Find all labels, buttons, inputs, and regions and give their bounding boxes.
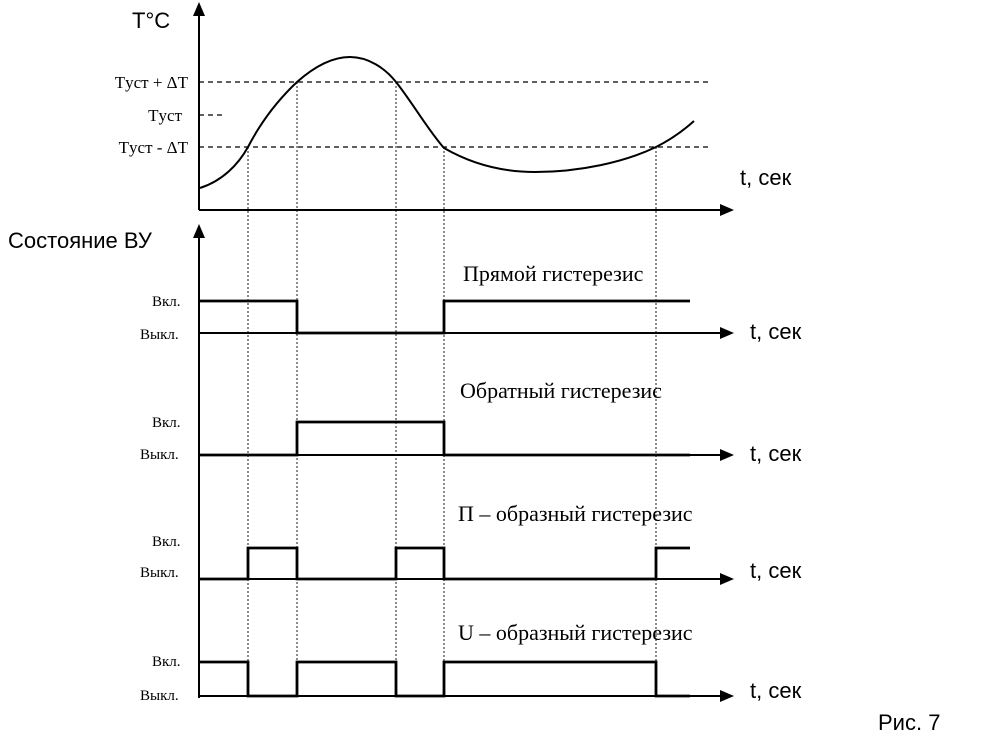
row-title: П – образный гистерезис <box>458 501 693 526</box>
off-label: Выкл. <box>140 688 179 704</box>
temperature-y-arrow <box>193 2 205 16</box>
level-upper-label: Tуст + ΔT <box>115 73 189 92</box>
row-x-arrow <box>720 690 734 702</box>
time-guides <box>247 82 657 696</box>
state-y-arrow <box>193 224 205 238</box>
on-label: Вкл. <box>152 415 181 431</box>
off-label: Выкл. <box>140 565 179 581</box>
row-x-label: t, сек <box>750 678 802 703</box>
row-x-arrow <box>720 449 734 461</box>
row-x-label: t, сек <box>750 319 802 344</box>
row-direct-hysteresis: Прямой гистерезис Вкл. Выкл. t, сек <box>140 261 802 344</box>
state-waveform <box>199 546 690 581</box>
row-p-shaped-hysteresis: П – образный гистерезис Вкл. Выкл. t, се… <box>140 501 802 585</box>
on-label: Вкл. <box>152 654 181 670</box>
on-label: Вкл. <box>152 294 181 310</box>
off-label: Выкл. <box>140 327 179 343</box>
state-panel: Состояние ВУ <box>8 224 205 698</box>
temperature-panel: T°C t, сек Tуст + ΔT Tуст Tуст - ΔT <box>115 2 792 216</box>
row-title: Обратный гистерезис <box>460 378 662 403</box>
temperature-x-arrow <box>720 204 734 216</box>
state-waveform <box>199 299 690 335</box>
row-u-shaped-hysteresis: U – образный гистерезис Вкл. Выкл. t, се… <box>140 620 802 704</box>
state-waveform <box>199 660 690 698</box>
row-reverse-hysteresis: Обратный гистерезис Вкл. Выкл. t, сек <box>140 378 802 466</box>
row-x-arrow <box>720 327 734 339</box>
figure-caption: Рис. 7 <box>878 710 940 735</box>
temperature-curve <box>199 55 695 189</box>
row-x-arrow <box>720 573 734 585</box>
row-title: Прямой гистерезис <box>463 261 644 286</box>
row-x-label: t, сек <box>750 441 802 466</box>
off-label: Выкл. <box>140 447 179 463</box>
temperature-y-label: T°C <box>132 8 170 33</box>
on-label: Вкл. <box>152 534 181 550</box>
temperature-x-label: t, сек <box>740 165 792 190</box>
level-mid-label: Tуст <box>148 106 182 125</box>
level-lower-label: Tуст - ΔT <box>119 138 189 157</box>
row-title: U – образный гистерезис <box>458 620 693 645</box>
state-y-label: Состояние ВУ <box>8 228 153 253</box>
state-waveform <box>199 420 690 457</box>
row-x-label: t, сек <box>750 558 802 583</box>
